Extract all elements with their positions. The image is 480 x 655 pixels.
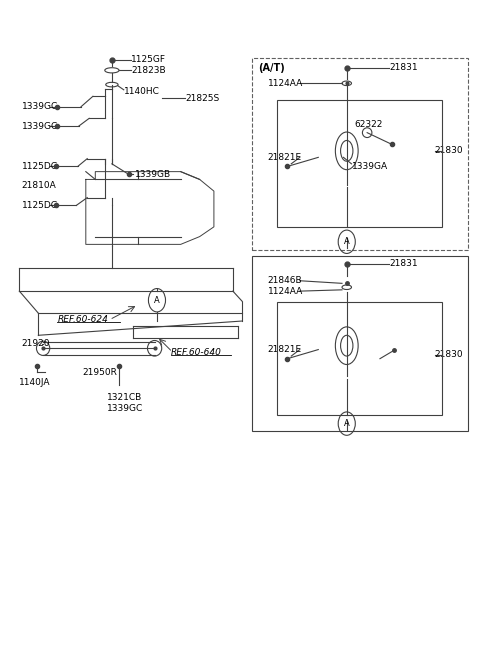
Text: 21810A: 21810A <box>22 181 57 191</box>
Text: 1125DG: 1125DG <box>22 162 59 171</box>
Text: 21830: 21830 <box>434 146 463 155</box>
Bar <box>252 256 468 432</box>
Text: 21825S: 21825S <box>185 94 220 103</box>
Text: 21846B: 21846B <box>267 276 302 285</box>
Text: 21830: 21830 <box>434 350 463 360</box>
Text: 1125DG: 1125DG <box>22 201 59 210</box>
Bar <box>277 301 442 415</box>
Text: 1339GA: 1339GA <box>351 162 388 171</box>
Text: A: A <box>154 295 160 305</box>
Text: 21823B: 21823B <box>131 66 166 75</box>
Text: 21821E: 21821E <box>267 345 301 354</box>
Text: 21920: 21920 <box>22 339 50 348</box>
Text: 1124AA: 1124AA <box>267 79 303 88</box>
Text: A: A <box>344 419 349 428</box>
Text: 1339GC: 1339GC <box>22 122 58 130</box>
Text: 1339GC: 1339GC <box>107 404 144 413</box>
Text: REF.60-640: REF.60-640 <box>171 348 222 357</box>
Text: 21831: 21831 <box>389 259 418 269</box>
Bar <box>277 100 442 227</box>
Text: 1140JA: 1140JA <box>19 378 51 387</box>
Text: 1124AA: 1124AA <box>267 287 303 295</box>
Text: 21821E: 21821E <box>267 153 301 162</box>
Text: 1125GF: 1125GF <box>131 56 166 64</box>
Text: A: A <box>344 237 349 246</box>
Text: 62322: 62322 <box>355 121 383 130</box>
Text: 1140HC: 1140HC <box>124 86 160 96</box>
Text: 21950R: 21950R <box>83 369 117 377</box>
Text: 1321CB: 1321CB <box>107 393 143 402</box>
Text: 1339GC: 1339GC <box>22 102 58 111</box>
Text: 1339GB: 1339GB <box>135 170 171 179</box>
Text: REF.60-624: REF.60-624 <box>57 315 108 324</box>
Text: 21831: 21831 <box>389 64 418 72</box>
Bar <box>252 58 468 250</box>
Text: (A/T): (A/T) <box>258 63 285 73</box>
